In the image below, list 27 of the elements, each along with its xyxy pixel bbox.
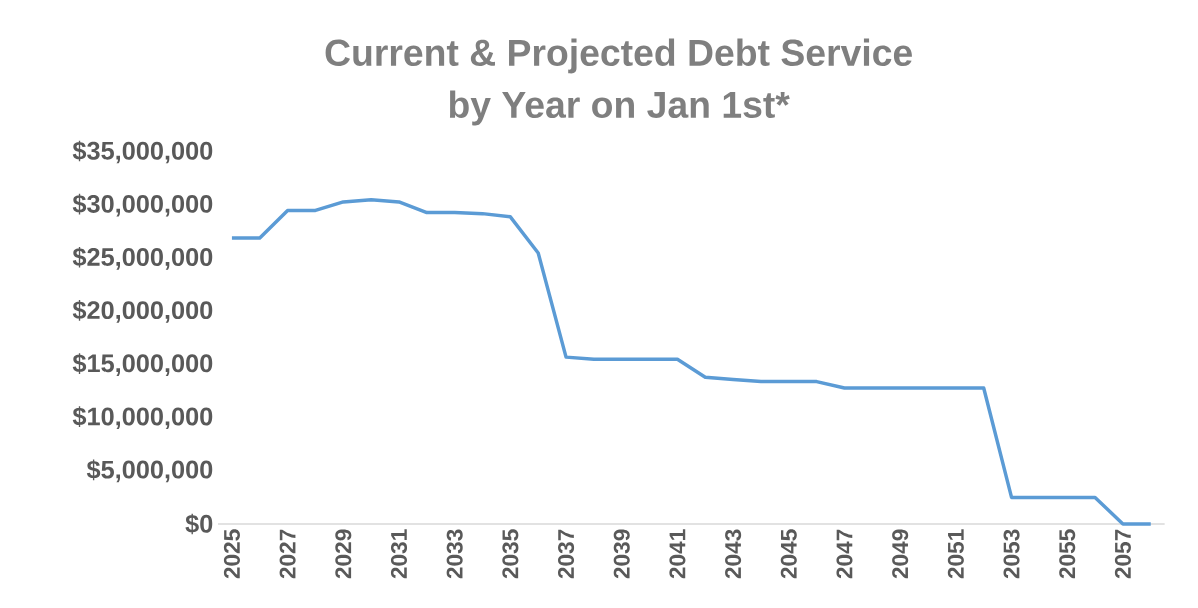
chart-title: Current & Projected Debt Service (325, 38, 912, 74)
y-tick-label: $25,000,000 (72, 246, 213, 270)
chart-subtitle: by Year on Jan 1st* (449, 90, 790, 126)
y-tick-label: $15,000,000 (72, 353, 213, 376)
x-tick-label: 2055 (1059, 529, 1076, 579)
x-tick-label: 2043 (725, 529, 742, 579)
x-tick-label: 2027 (279, 529, 296, 579)
x-tick-label: 2025 (223, 529, 240, 579)
x-tick-label: 2029 (335, 529, 352, 579)
y-tick-label: $0 (185, 513, 213, 535)
x-tick-label: 2057 (1114, 529, 1131, 579)
x-tick-label: 2035 (502, 529, 519, 579)
x-tick-label: 2053 (1003, 529, 1020, 579)
x-tick-label: 2045 (780, 529, 797, 579)
x-tick-label: 2041 (669, 529, 686, 579)
y-tick-label: $35,000,000 (72, 140, 213, 164)
x-tick-label: 2039 (613, 529, 630, 579)
y-tick-label: $30,000,000 (72, 193, 213, 217)
x-tick-label: 2031 (390, 529, 408, 579)
y-tick-label: $5,000,000 (86, 459, 213, 483)
x-tick-label: 2051 (947, 529, 964, 579)
x-tick-label: 2037 (558, 529, 575, 579)
x-tick-label: 2033 (446, 529, 463, 579)
y-tick-label: $20,000,000 (72, 300, 213, 323)
x-tick-label: 2047 (836, 529, 853, 579)
y-tick-label: $10,000,000 (72, 406, 213, 430)
x-tick-label: 2049 (892, 529, 909, 579)
